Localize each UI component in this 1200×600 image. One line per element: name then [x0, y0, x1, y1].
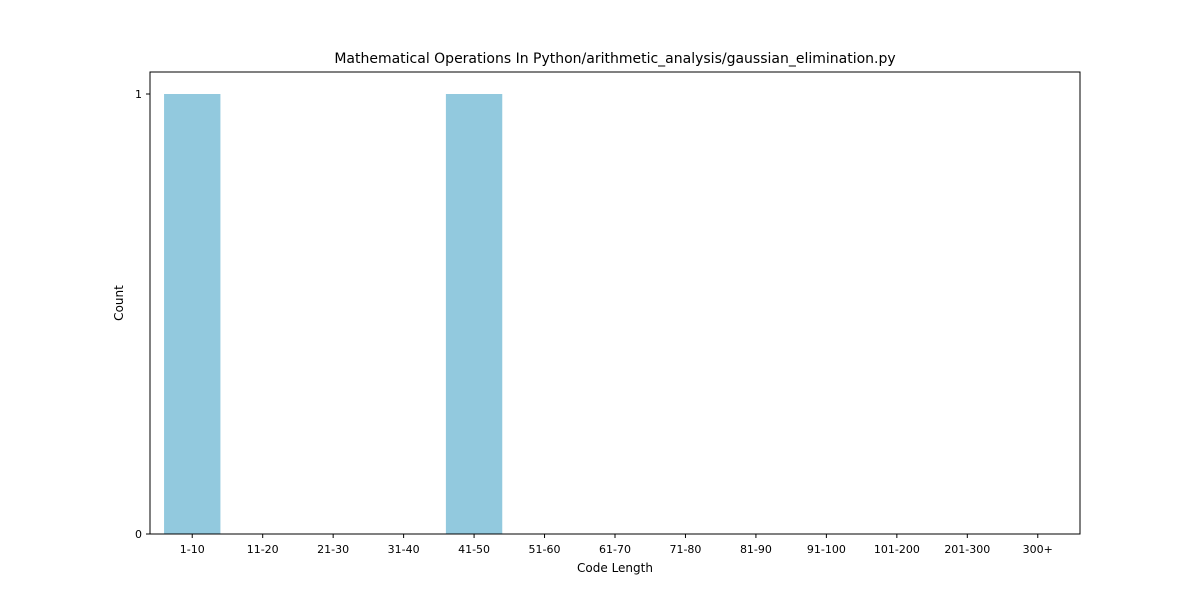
- bar-1-10: [164, 94, 220, 534]
- x-tick-label: 41-50: [458, 543, 490, 556]
- bar-41-50: [446, 94, 502, 534]
- x-tick-label: 71-80: [669, 543, 701, 556]
- x-tick-label: 1-10: [180, 543, 205, 556]
- y-axis-label: Count: [112, 285, 126, 321]
- x-tick-label: 91-100: [807, 543, 846, 556]
- x-axis-label: Code Length: [577, 561, 653, 575]
- x-tick-label: 31-40: [388, 543, 420, 556]
- x-tick-label: 51-60: [529, 543, 561, 556]
- x-tick-label: 300+: [1023, 543, 1053, 556]
- x-tick-label: 201-300: [944, 543, 990, 556]
- x-tick-label: 61-70: [599, 543, 631, 556]
- x-tick-label: 101-200: [874, 543, 920, 556]
- x-tick-label: 21-30: [317, 543, 349, 556]
- x-tick-label: 81-90: [740, 543, 772, 556]
- x-tick-label: 11-20: [247, 543, 279, 556]
- y-tick-label: 0: [135, 528, 142, 541]
- chart-title: Mathematical Operations In Python/arithm…: [334, 51, 895, 67]
- y-tick-label: 1: [135, 88, 142, 101]
